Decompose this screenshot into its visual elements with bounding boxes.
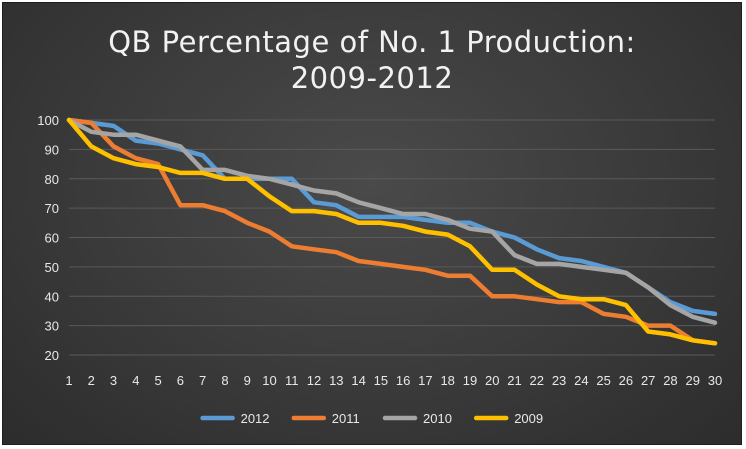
x-tick-label-5: 5 [154,373,161,388]
x-tick-label-9: 9 [244,373,251,388]
x-tick-label-29: 29 [685,373,699,388]
series-line-2012 [66,117,718,317]
x-tick-label-26: 26 [619,373,633,388]
y-tick-label-100: 100 [37,113,59,128]
y-tick-label-30: 30 [45,319,59,334]
y-tick-label-60: 60 [45,231,59,246]
x-tick-label-13: 13 [329,373,343,388]
series-line-2009 [66,117,718,346]
x-tick-label-28: 28 [663,373,677,388]
y-tick-label-70: 70 [45,201,59,216]
y-tick-label-20: 20 [45,348,59,363]
x-tick-label-6: 6 [177,373,184,388]
chart-frame: QB Percentage of No. 1 Production: 2009-… [2,2,742,445]
x-tick-label-20: 20 [485,373,499,388]
x-tick-label-16: 16 [396,373,410,388]
x-tick-label-3: 3 [110,373,117,388]
x-tick-label-4: 4 [132,373,139,388]
legend-label-2009: 2009 [514,411,543,426]
legend-label-2011: 2011 [332,411,360,426]
x-tick-label-7: 7 [199,373,206,388]
chart-title-line-2: 2009-2012 [290,61,454,95]
x-tick-label-8: 8 [221,373,228,388]
y-tick-label-90: 90 [45,142,59,157]
x-tick-label-14: 14 [351,373,365,388]
series-line-2011 [66,117,718,346]
x-tick-label-10: 10 [262,373,276,388]
x-tick-label-15: 15 [374,373,388,388]
legend-label-2010: 2010 [423,411,452,426]
x-tick-label-21: 21 [507,373,521,388]
x-tick-label-24: 24 [574,373,588,388]
chart-title-line-1: QB Percentage of No. 1 Production: [108,25,636,59]
x-tick-label-22: 22 [530,373,544,388]
y-tick-label-80: 80 [45,172,59,187]
x-tick-label-12: 12 [307,373,321,388]
y-tick-label-50: 50 [45,260,59,275]
series-line-2010 [66,117,718,325]
x-tick-label-1: 1 [65,373,72,388]
x-tick-label-18: 18 [440,373,454,388]
x-tick-label-30: 30 [708,373,722,388]
x-tick-label-23: 23 [552,373,566,388]
x-tick-label-17: 17 [418,373,432,388]
y-tick-label-40: 40 [45,289,59,304]
x-tick-label-27: 27 [641,373,655,388]
x-tick-label-11: 11 [285,373,299,388]
x-tick-label-2: 2 [88,373,95,388]
x-tick-label-25: 25 [596,373,610,388]
legend-label-2012: 2012 [241,411,270,426]
x-tick-label-19: 19 [463,373,477,388]
